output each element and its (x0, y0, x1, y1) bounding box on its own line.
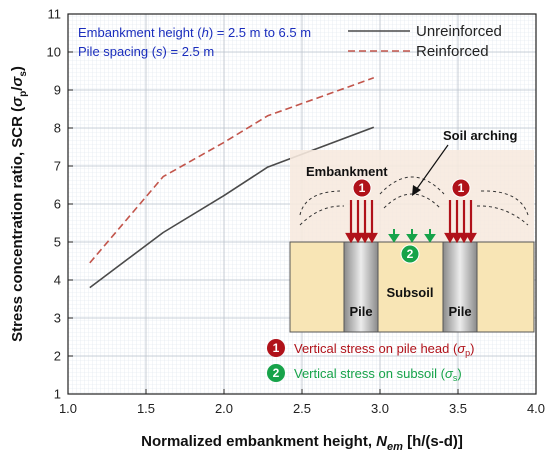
legend-badge-2-label: 2 (273, 366, 280, 380)
badge-2-subsoil (400, 244, 420, 264)
legend-badge-1-label: 1 (273, 341, 280, 355)
pile-left-label: Pile (349, 304, 372, 319)
subsoil-stress-arrows (388, 229, 436, 243)
y-tick-label-1: 2 (54, 349, 61, 364)
y-tick-label-5: 6 (54, 197, 61, 212)
legend: Unreinforced Reinforced (348, 23, 502, 60)
legend-subsoil-stress: Vertical stress on subsoil (σs) (294, 366, 462, 383)
diagram-legend: 1 Vertical stress on pile head (σp) 2 Ve… (267, 339, 475, 383)
x-tick-label-2: 2.0 (215, 401, 233, 416)
badge-1-left-label: 1 (359, 181, 366, 195)
y-tick-label-9: 10 (47, 45, 61, 60)
annotation-pile-spacing: Pile spacing (s) = 2.5 m (78, 44, 214, 59)
y-tick-label-3: 4 (54, 273, 61, 288)
y-tick-label-8: 9 (54, 83, 61, 98)
soil-arching-pointer (415, 144, 449, 191)
badge-1-right (451, 178, 471, 198)
y-tick-label-10: 11 (48, 7, 62, 22)
y-tick-label-2: 3 (54, 311, 61, 326)
y-tick-label-7: 8 (54, 121, 61, 136)
badge-2-subsoil-label: 2 (407, 247, 414, 261)
subsoil-label: Subsoil (387, 285, 434, 300)
y-axis-title: Stress concentration ratio, SCR (σp/σs) (9, 66, 29, 342)
x-tick-label-5: 3.5 (449, 401, 467, 416)
soil-arch-right (480, 190, 529, 216)
x-axis-title: Normalized embankment height, Nem [h/(s-… (141, 433, 463, 453)
legend-badge-2 (267, 364, 285, 382)
soil-arching-label: Soil arching (443, 128, 517, 143)
y-axis: 1 2 3 4 5 6 7 8 9 10 11 (47, 7, 73, 402)
y-tick-label-6: 7 (54, 159, 61, 174)
x-tick-label-0: 1.0 (59, 401, 77, 416)
pile-stress-arrows-right (444, 200, 477, 244)
x-axis: 1.0 1.5 2.0 2.5 3.0 3.5 4.0 (59, 389, 545, 416)
x-tick-label-3: 2.5 (293, 401, 311, 416)
soil-arch-left-inner (299, 205, 345, 226)
soil-arch-middle (383, 193, 441, 209)
pile-right (442, 241, 478, 333)
badge-1-left (352, 178, 372, 198)
soil-arch-middle-outer (379, 176, 445, 195)
annotation-embankment-height: Embankment height (h) = 2.5 m to 6.5 m (78, 25, 311, 40)
x-tick-label-6: 4.0 (527, 401, 545, 416)
legend-pile-head-stress: Vertical stress on pile head (σp) (294, 341, 475, 358)
pile-left (343, 241, 379, 333)
legend-badge-1 (267, 339, 285, 357)
y-tick-label-0: 1 (54, 387, 61, 402)
pile-stress-arrows-left (345, 200, 378, 244)
pile-right-label: Pile (448, 304, 471, 319)
badge-1-right-label: 1 (458, 181, 465, 195)
x-tick-label-4: 3.0 (371, 401, 389, 416)
soil-arch-right-inner (476, 205, 529, 226)
soil-arching-pointer-head (412, 185, 421, 196)
embankment-label: Embankment (306, 164, 388, 179)
x-tick-label-1: 1.5 (137, 401, 155, 416)
legend-unreinforced-label: Unreinforced (416, 23, 502, 40)
y-tick-label-4: 5 (54, 235, 61, 250)
legend-reinforced-label: Reinforced (416, 43, 489, 60)
inset-diagram: 1 1 2 Embankment Soil arching Pile Pile … (289, 128, 535, 333)
